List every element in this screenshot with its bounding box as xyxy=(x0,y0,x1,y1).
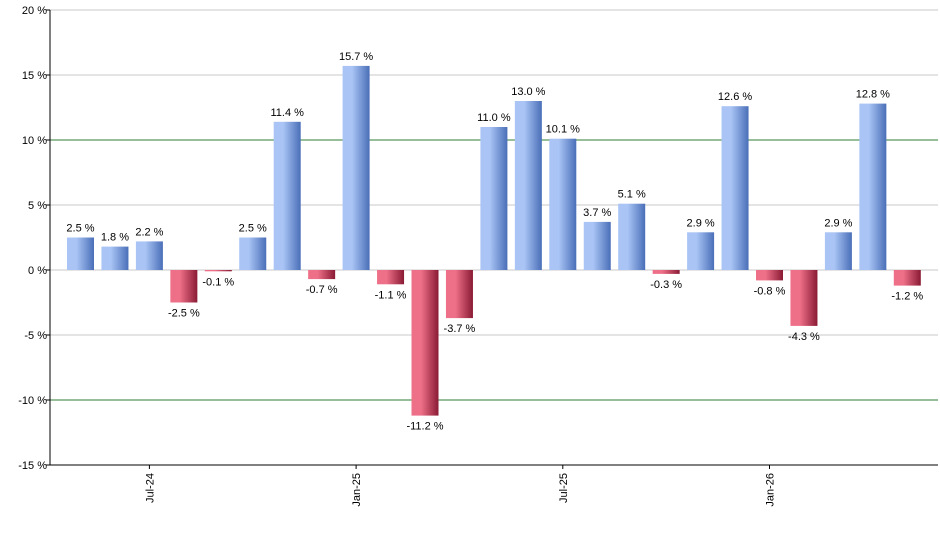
bar-value-label: -3.7 % xyxy=(444,323,476,335)
axes: 20 % 15 % 10 % 5 % 0 % -5 % -10 % -15 % Jul-24 Ja… xyxy=(18,5,938,507)
bar-value-label: 2.5 % xyxy=(66,223,94,235)
bar xyxy=(445,270,473,319)
bar-value-label: 5.1 % xyxy=(618,189,646,201)
bar-value-label: 2.9 % xyxy=(687,217,715,229)
bar-value-label: 2.2 % xyxy=(135,226,163,238)
bar xyxy=(514,101,542,270)
x-tick-label: Jul-25 xyxy=(558,473,570,503)
bar-value-label: -0.7 % xyxy=(306,284,338,296)
bar-value-label: 3.7 % xyxy=(583,207,611,219)
bars xyxy=(67,65,921,416)
bar-value-label: 1.8 % xyxy=(101,232,129,244)
y-tick-label: -5 % xyxy=(24,330,47,342)
bar-value-label: 13.0 % xyxy=(511,86,545,98)
bar xyxy=(273,121,301,270)
bar-value-label: 12.6 % xyxy=(718,91,752,103)
bar xyxy=(687,232,715,270)
bar-value-label: -11.2 % xyxy=(406,421,443,433)
bar xyxy=(101,246,129,270)
data-labels: 2.5 % 1.8 % 2.2 % -2.5 % -0.1 % 2.5 % 11.4 % -0… xyxy=(66,51,923,433)
bar xyxy=(308,270,336,280)
bar-value-label: -1.1 % xyxy=(375,289,407,301)
bar xyxy=(135,241,163,270)
bar xyxy=(342,65,370,271)
bar xyxy=(67,237,94,270)
y-tick-label: -10 % xyxy=(18,395,47,407)
bar-value-label: 11.4 % xyxy=(270,107,304,119)
bar-value-label: -4.3 % xyxy=(788,331,820,343)
bar xyxy=(239,237,267,270)
bar-value-label: 11.0 % xyxy=(477,112,511,124)
x-tick-label: Jan-25 xyxy=(351,473,363,507)
bar xyxy=(652,270,680,274)
bar xyxy=(549,138,577,270)
bar-value-label: 10.1 % xyxy=(546,124,580,136)
y-tick-label: 5 % xyxy=(28,200,47,212)
y-tick-label: 0 % xyxy=(28,265,47,277)
bar xyxy=(893,270,921,286)
bar xyxy=(377,270,405,285)
bar xyxy=(204,270,232,272)
bar xyxy=(411,270,439,416)
bar xyxy=(583,221,611,270)
y-tick-label: -15 % xyxy=(18,460,47,472)
bar xyxy=(170,270,198,303)
bar xyxy=(859,103,887,270)
y-tick-label: 15 % xyxy=(22,70,47,82)
x-tick-label: Jan-26 xyxy=(765,473,777,507)
bar-value-label: -0.8 % xyxy=(754,285,786,297)
bar xyxy=(824,232,852,270)
bar xyxy=(756,270,783,281)
bar-value-label: -1.2 % xyxy=(891,291,923,303)
y-tick-label: 10 % xyxy=(22,135,47,147)
bar xyxy=(618,203,646,270)
bar-value-label: 2.5 % xyxy=(239,223,267,235)
bar xyxy=(721,106,749,270)
y-tick-label: 20 % xyxy=(22,5,47,17)
bar xyxy=(790,270,818,326)
bar-value-label: 12.8 % xyxy=(856,89,890,101)
bar-value-label: -0.1 % xyxy=(202,276,234,288)
x-tick-label: Jul-24 xyxy=(144,473,156,503)
bar-value-label: 2.9 % xyxy=(824,217,852,229)
bar xyxy=(480,127,508,270)
bar-value-label: -2.5 % xyxy=(168,308,200,320)
bar-value-label: -0.3 % xyxy=(650,279,682,291)
bar-value-label: 15.7 % xyxy=(339,51,373,63)
